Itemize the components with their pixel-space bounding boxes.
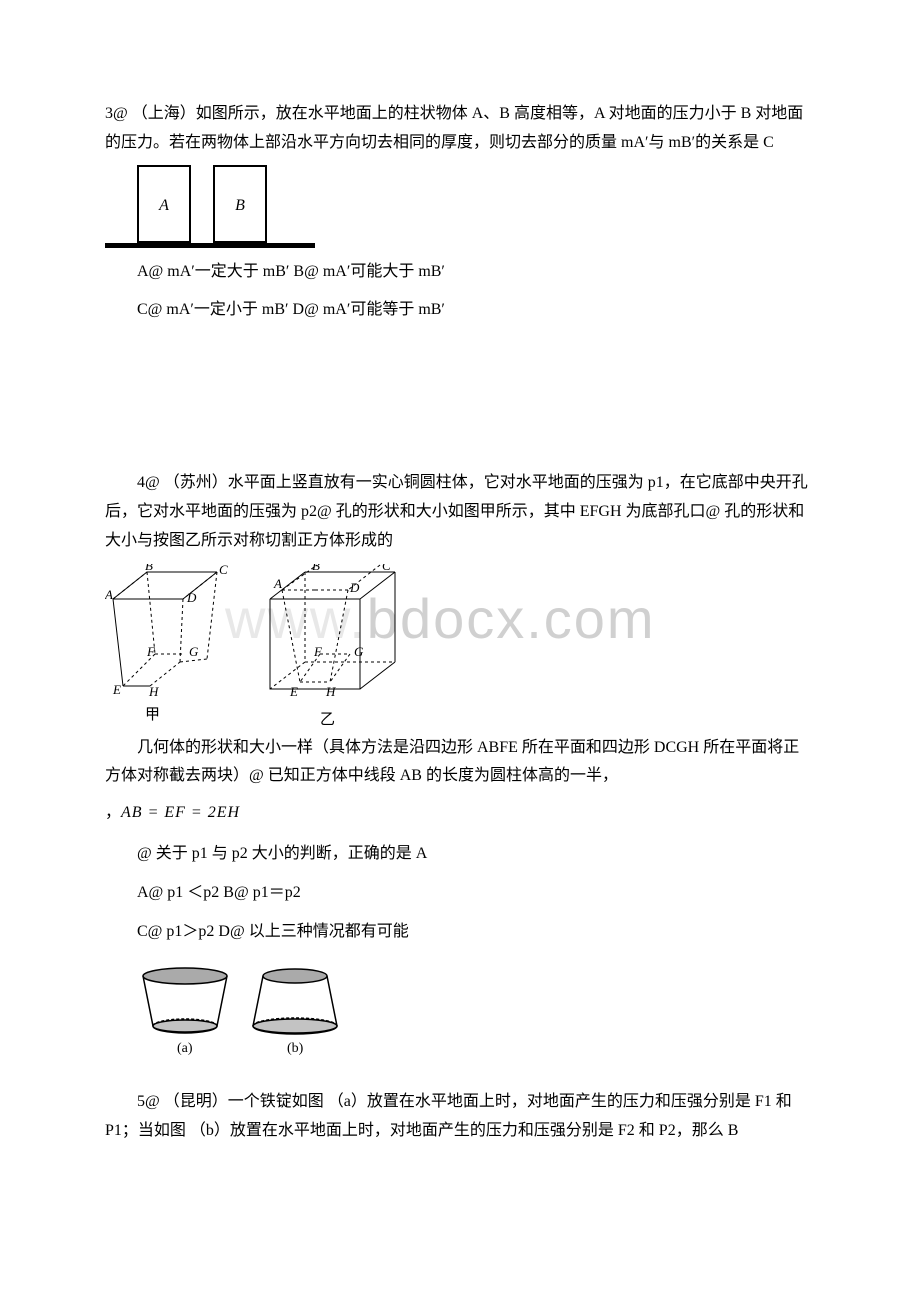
svg-text:G: G	[354, 644, 364, 659]
block-b: B	[213, 165, 267, 243]
q3-choice-2: C@ mA′一定小于 mB′ D@ mA′可能等于 mB′	[105, 296, 815, 325]
svg-text:D: D	[349, 580, 360, 595]
svg-text:F: F	[313, 644, 323, 659]
cones-row: (a) (b)	[135, 964, 815, 1070]
svg-text:F: F	[146, 644, 156, 659]
q4-p1: 4@ （苏州）水平面上竖直放有一实心铜圆柱体，它对水平地面的压强为 p1，在它底…	[105, 469, 815, 555]
svg-text:H: H	[148, 684, 159, 699]
cube-yi-svg: A B C D E F G H	[260, 564, 410, 719]
svg-text:B: B	[312, 564, 320, 573]
cube-jia-svg: A B C D E F G H	[105, 564, 235, 714]
svg-text:E: E	[112, 682, 121, 697]
q4-block: 4@ （苏州）水平面上竖直放有一实心铜圆柱体，它对水平地面的压强为 p1，在它底…	[105, 469, 815, 1070]
q4-p3: @ 关于 p1 与 p2 大小的判断，正确的是 A	[105, 840, 815, 869]
q3-diagram: A B	[105, 158, 315, 248]
q3-block: 3@ （上海）如图所示，放在水平地面上的柱状物体 A、B 高度相等，A 对地面的…	[105, 100, 815, 325]
svg-text:A: A	[105, 587, 113, 602]
wm-part2: bdocx.com	[367, 587, 656, 650]
ground-line	[105, 243, 315, 248]
cones-svg: (a) (b)	[135, 964, 365, 1059]
svg-text:D: D	[186, 590, 197, 605]
svg-text:E: E	[289, 684, 298, 699]
svg-text:H: H	[325, 684, 336, 699]
caption-yi: 乙	[320, 707, 335, 734]
q4-p2: 几何体的形状和大小一样（具体方法是沿四边形 ABFE 所在平面和四边形 DCGH…	[105, 734, 815, 792]
q5-text: 5@ （昆明）一个铁锭如图 （a）放置在水平地面上时，对地面产生的压力和压强分别…	[105, 1088, 815, 1146]
svg-text:A: A	[273, 576, 282, 591]
q4-choice-2: C@ p1＞p2 D@ 以上三种情况都有可能	[105, 918, 815, 947]
svg-text:G: G	[189, 644, 199, 659]
svg-text:C: C	[219, 564, 228, 577]
caption-jia: 甲	[145, 702, 160, 729]
cube-diagrams: www.bdocx.com	[105, 564, 815, 724]
q3-choice-1: A@ mA′一定大于 mB′ B@ mA′可能大于 mB′	[105, 258, 815, 287]
svg-text:B: B	[145, 564, 153, 573]
section-gap	[105, 329, 815, 469]
svg-text:(b): (b)	[287, 1041, 304, 1056]
block-a: A	[137, 165, 191, 243]
q4-choice-1: A@ p1 ＜p2 B@ p1＝p2	[105, 879, 815, 908]
q5-block: 5@ （昆明）一个铁锭如图 （a）放置在水平地面上时，对地面产生的压力和压强分别…	[105, 1088, 815, 1146]
q4-equation: AB = EF = 2EH	[121, 804, 240, 821]
svg-text:C: C	[382, 564, 391, 573]
q4-p2-text: 几何体的形状和大小一样（具体方法是沿四边形 ABFE 所在平面和四边形 DCGH…	[105, 739, 799, 785]
q3-text-before: 3@ （上海）如图所示，放在水平地面上的柱状物体 A、B 高度相等，A 对地面的…	[105, 105, 803, 151]
svg-text:(a): (a)	[177, 1041, 193, 1056]
q4-eq-line: ，AB = EF = 2EH	[105, 799, 815, 828]
